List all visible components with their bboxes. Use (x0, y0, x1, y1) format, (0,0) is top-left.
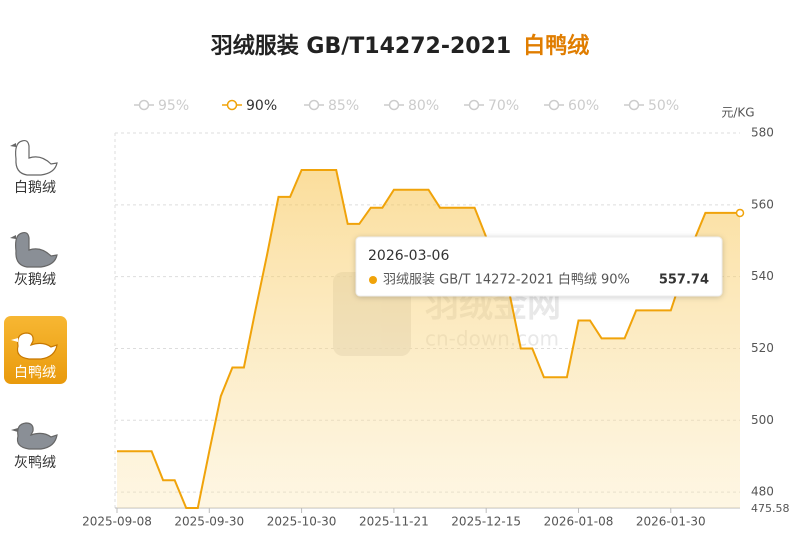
legend-label: 80% (408, 98, 439, 114)
legend-item[interactable]: 60% (544, 98, 599, 114)
sidebar-icon (16, 422, 58, 450)
legend-marker (628, 99, 640, 111)
sidebar-item[interactable]: 白鹅绒 (10, 139, 58, 196)
plot: 95% 90% 85% 80% 70% 60% 50% 480 500 520 540 560 580 4… (82, 98, 789, 529)
unit-label: 元/KG (721, 106, 754, 120)
sidebar-item[interactable]: 灰鸭绒 (11, 422, 58, 471)
y-tick-label: 500 (751, 413, 774, 427)
legend-marker (308, 99, 320, 111)
y-tick-label: 580 (751, 126, 774, 140)
legend-label: 85% (328, 98, 359, 114)
y-min-label: 475.58 (751, 502, 790, 515)
y-tick-label: 480 (751, 485, 774, 499)
sidebar-item[interactable]: 白鸭绒 (4, 316, 67, 384)
series-line (117, 169, 740, 509)
x-tick-label: 2026-01-08 (544, 515, 614, 529)
x-tick-label: 2025-10-30 (267, 515, 337, 529)
legend-label: 70% (488, 98, 519, 114)
x-tick-label: 2025-09-30 (174, 515, 244, 529)
x-tick-label: 2025-09-08 (82, 515, 152, 529)
legend-label: 90% (246, 98, 277, 114)
sidebar-icon (15, 139, 58, 176)
sidebar-label: 灰鸭绒 (14, 455, 56, 471)
title-highlight: 白鸭绒 (523, 33, 589, 59)
legend-marker (388, 99, 400, 111)
sidebar-label: 白鹅绒 (14, 179, 56, 196)
legend-label: 60% (568, 98, 599, 114)
hover-point (735, 208, 745, 218)
legend-item[interactable]: 50% (624, 98, 679, 114)
legend-item[interactable]: 85% (304, 98, 359, 114)
legend-marker (468, 99, 480, 111)
legend-item[interactable]: 80% (384, 98, 439, 114)
sidebar-icon (15, 231, 58, 268)
sidebar-label: 灰鹅绒 (14, 271, 56, 288)
x-tick-label: 2026-01-30 (636, 515, 706, 529)
tooltip-value: 557.74 (659, 273, 709, 288)
tooltip-dot (369, 276, 377, 284)
x-tick-label: 2025-11-21 (359, 515, 429, 529)
tooltip (355, 236, 723, 297)
sidebar-icon-beak (10, 235, 16, 239)
sidebar-icon-beak (11, 428, 18, 432)
chart-title: 羽绒服装 GB/T14272-2021 白鸭绒 (211, 33, 589, 59)
tooltip-series: 羽绒服装 GB/T 14272-2021 白鸭绒 90% (383, 272, 630, 288)
sidebar-icon-beak (10, 143, 16, 147)
legend-item[interactable]: 95% (134, 98, 189, 114)
legend-marker (138, 99, 150, 111)
legend-label: 50% (648, 98, 679, 114)
sidebar-icon-beak (11, 338, 18, 342)
legend-item[interactable]: 90% (222, 98, 277, 114)
x-tick-label: 2025-12-15 (451, 515, 521, 529)
y-tick-label: 520 (751, 341, 774, 355)
tooltip-date: 2026-03-06 (368, 248, 449, 264)
y-tick-label: 560 (751, 197, 774, 211)
legend-label: 95% (158, 98, 189, 114)
tooltip-box (355, 236, 723, 297)
y-tick-label: 540 (751, 269, 774, 283)
sidebar-item[interactable]: 灰鹅绒 (10, 231, 58, 288)
legend-item[interactable]: 70% (464, 98, 519, 114)
series-area (117, 170, 740, 508)
legend-marker (226, 99, 238, 111)
legend-marker (548, 99, 560, 111)
title-main: 羽绒服装 GB/T14272-2021 (211, 33, 511, 59)
sidebar-icon (16, 332, 58, 360)
sidebar-label: 白鸭绒 (14, 365, 56, 381)
